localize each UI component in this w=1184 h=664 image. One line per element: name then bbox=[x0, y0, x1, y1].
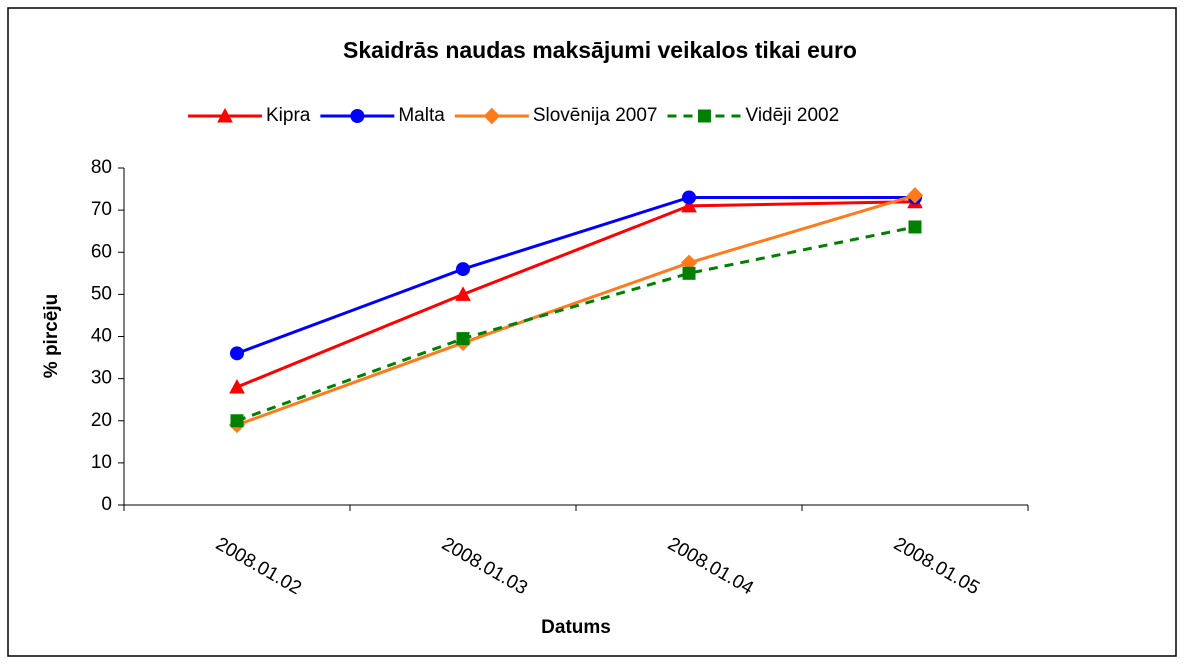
marker bbox=[350, 109, 365, 123]
marker bbox=[230, 414, 244, 428]
marker bbox=[906, 187, 924, 204]
chart-title: Skaidrās naudas maksājumi veikalos tikai… bbox=[343, 37, 857, 63]
marker bbox=[681, 197, 697, 213]
legend-label: Malta bbox=[398, 105, 445, 126]
y-tick-label: 20 bbox=[91, 410, 112, 431]
y-axis-title: % pircēju bbox=[41, 294, 62, 378]
marker bbox=[230, 346, 244, 361]
marker bbox=[229, 378, 245, 394]
series-line bbox=[236, 225, 916, 423]
series-line bbox=[236, 200, 916, 389]
marker bbox=[682, 190, 696, 205]
y-tick-label: 40 bbox=[91, 326, 112, 347]
marker bbox=[908, 220, 922, 234]
legend-label: Slovēnija 2007 bbox=[533, 105, 658, 126]
y-tick-label: 10 bbox=[91, 452, 112, 473]
legend-label: Vidēji 2002 bbox=[745, 105, 839, 126]
y-tick-label: 30 bbox=[91, 368, 112, 389]
marker bbox=[483, 107, 501, 125]
legend-label: Kipra bbox=[266, 105, 311, 126]
series-line bbox=[236, 195, 915, 355]
series-line bbox=[236, 193, 916, 427]
marker bbox=[682, 266, 696, 280]
y-tick-label: 80 bbox=[91, 157, 112, 178]
marker bbox=[455, 286, 471, 301]
marker bbox=[697, 109, 711, 123]
marker bbox=[456, 332, 470, 346]
x-axis-title: Datums bbox=[541, 617, 611, 638]
marker bbox=[217, 107, 233, 123]
y-tick-label: 70 bbox=[91, 199, 112, 220]
marker bbox=[456, 262, 470, 277]
y-tick-label: 0 bbox=[101, 494, 112, 515]
y-tick-label: 60 bbox=[91, 241, 112, 262]
y-tick-label: 50 bbox=[91, 283, 112, 304]
